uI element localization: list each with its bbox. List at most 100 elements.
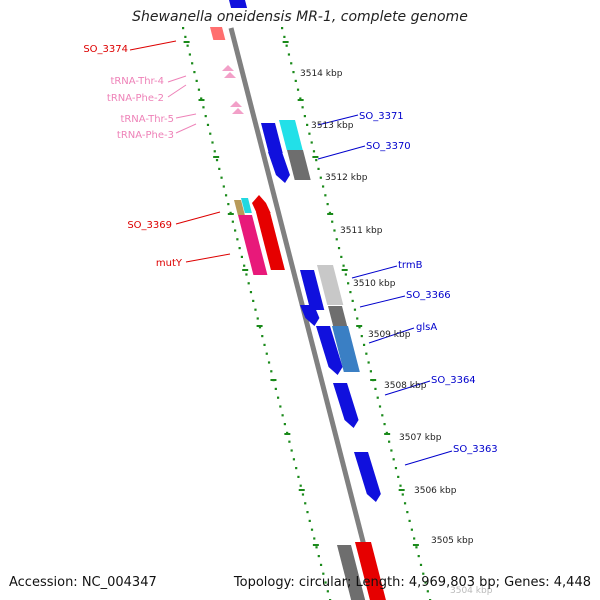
ruler-dot-left bbox=[319, 563, 323, 566]
ruler-dot-left bbox=[184, 35, 187, 38]
gene-label-right: SO_3363 bbox=[453, 444, 498, 455]
gene-label-right: glsA bbox=[416, 322, 437, 333]
ruler-dot-left bbox=[267, 361, 271, 364]
ruler-dot-left bbox=[261, 335, 264, 338]
gene-label-right: SO_3364 bbox=[431, 375, 476, 386]
ruler-dot-left bbox=[238, 247, 241, 250]
ruler-dot-right bbox=[308, 132, 311, 135]
leader-line bbox=[175, 211, 221, 225]
ruler-dots-right bbox=[281, 27, 432, 600]
leader-line bbox=[175, 123, 197, 134]
gene-glsA-b bbox=[332, 326, 360, 372]
ruler-dot-right bbox=[399, 484, 402, 487]
ruler-dot-left bbox=[227, 203, 230, 206]
ruler-dot-right bbox=[347, 282, 350, 285]
ruler-dot-right bbox=[415, 546, 418, 549]
ruler-dot-left bbox=[245, 273, 248, 276]
ruler-dot-left bbox=[222, 185, 225, 188]
ruler-label: 3511 kbp bbox=[340, 226, 383, 236]
ruler-dot-left bbox=[274, 387, 277, 390]
gene-trmB bbox=[317, 265, 344, 305]
ruler-dot-left bbox=[186, 44, 189, 47]
ruler-dot-left bbox=[215, 159, 219, 162]
ruler-dot-left bbox=[247, 282, 250, 285]
ruler-dot-right bbox=[367, 361, 370, 364]
gene-so3369-cyan bbox=[241, 198, 252, 213]
leader-line bbox=[359, 295, 406, 308]
ruler-dot-right bbox=[353, 308, 357, 311]
ruler-dot-left bbox=[315, 546, 318, 549]
ruler-dot-left bbox=[224, 194, 228, 197]
gene-top-stub bbox=[229, 0, 248, 8]
ruler-dot-right bbox=[394, 467, 398, 470]
ruler-dot-left bbox=[276, 396, 280, 399]
ruler-dot-right bbox=[360, 335, 363, 338]
ruler-dot-right bbox=[378, 405, 382, 408]
gene-so3363 bbox=[354, 452, 381, 502]
ruler-dot-left bbox=[279, 405, 282, 408]
ruler-dot-right bbox=[342, 264, 345, 267]
ruler-ticks bbox=[183, 41, 419, 546]
ruler-dot-right bbox=[315, 159, 318, 162]
ruler-dot-right bbox=[319, 176, 322, 179]
leader-line bbox=[368, 327, 415, 344]
ruler-dot-right bbox=[344, 273, 347, 276]
ruler-dot-right bbox=[331, 220, 334, 223]
ruler-dot-left bbox=[295, 467, 298, 470]
ruler-dot-right bbox=[299, 97, 302, 100]
ruler-dot-left bbox=[188, 53, 191, 56]
gene-label-right: trmB bbox=[398, 260, 423, 271]
trna-marker bbox=[230, 101, 242, 107]
ruler-dot-right bbox=[306, 123, 309, 126]
ruler-dot-left bbox=[288, 440, 291, 443]
ruler-dot-left bbox=[308, 519, 311, 522]
gene-label-right: SO_3371 bbox=[359, 111, 404, 122]
ruler-label: 3506 kbp bbox=[414, 486, 457, 496]
ruler-dot-right bbox=[328, 211, 332, 214]
gene-so3370a bbox=[268, 152, 290, 183]
gene-bottom-grey bbox=[337, 545, 366, 600]
gene-label-right: SO_3370 bbox=[366, 141, 411, 152]
gene-so3374 bbox=[210, 27, 226, 40]
gene-mutY bbox=[256, 212, 285, 270]
ruler-label: 3508 kbp bbox=[384, 381, 427, 391]
ruler-dot-right bbox=[426, 590, 429, 593]
leader-line bbox=[185, 253, 231, 263]
ruler-dot-right bbox=[365, 352, 368, 355]
ruler-dot-right bbox=[401, 493, 404, 496]
ruler-dot-right bbox=[290, 62, 293, 65]
ruler-dot-right bbox=[294, 79, 297, 82]
trna-marker bbox=[224, 72, 236, 78]
ruler-dot-right bbox=[419, 563, 423, 566]
ruler-dot-right bbox=[376, 396, 379, 399]
gene-so3366-a bbox=[300, 305, 320, 326]
ruler-dot-left bbox=[290, 449, 293, 452]
ruler-label: 3514 kbp bbox=[300, 69, 343, 79]
ruler-dot-left bbox=[191, 62, 194, 65]
label-leader-lines bbox=[129, 40, 453, 466]
genome-stats-label: Topology: circular; Length: 4,969,803 bp… bbox=[233, 575, 591, 590]
gene-label-right: SO_3366 bbox=[406, 290, 451, 301]
ruler-dot-left bbox=[252, 299, 255, 302]
ruler-dot-right bbox=[388, 440, 391, 443]
ruler-dot-left bbox=[326, 590, 329, 593]
ruler-dot-right bbox=[424, 581, 427, 584]
leader-line bbox=[167, 84, 187, 98]
ruler-dot-right bbox=[296, 88, 300, 91]
leader-line bbox=[404, 450, 453, 466]
ruler-dot-left bbox=[299, 484, 302, 487]
ruler-dot-right bbox=[374, 387, 377, 390]
gene-label-left: SO_3374 bbox=[83, 44, 128, 55]
ruler-dot-left bbox=[240, 255, 243, 258]
gene-label-left: tRNA-Thr-5 bbox=[120, 114, 174, 125]
ruler-dot-left bbox=[197, 88, 201, 91]
ruler-dot-right bbox=[303, 115, 306, 118]
trna-marker bbox=[222, 65, 234, 71]
ruler-dot-left bbox=[258, 326, 262, 329]
ruler-dot-left bbox=[263, 343, 266, 346]
ruler-dot-right bbox=[287, 53, 291, 56]
ruler-dot-left bbox=[204, 115, 207, 118]
gene-bottom-red bbox=[355, 542, 386, 600]
ruler-dot-right bbox=[285, 44, 288, 47]
